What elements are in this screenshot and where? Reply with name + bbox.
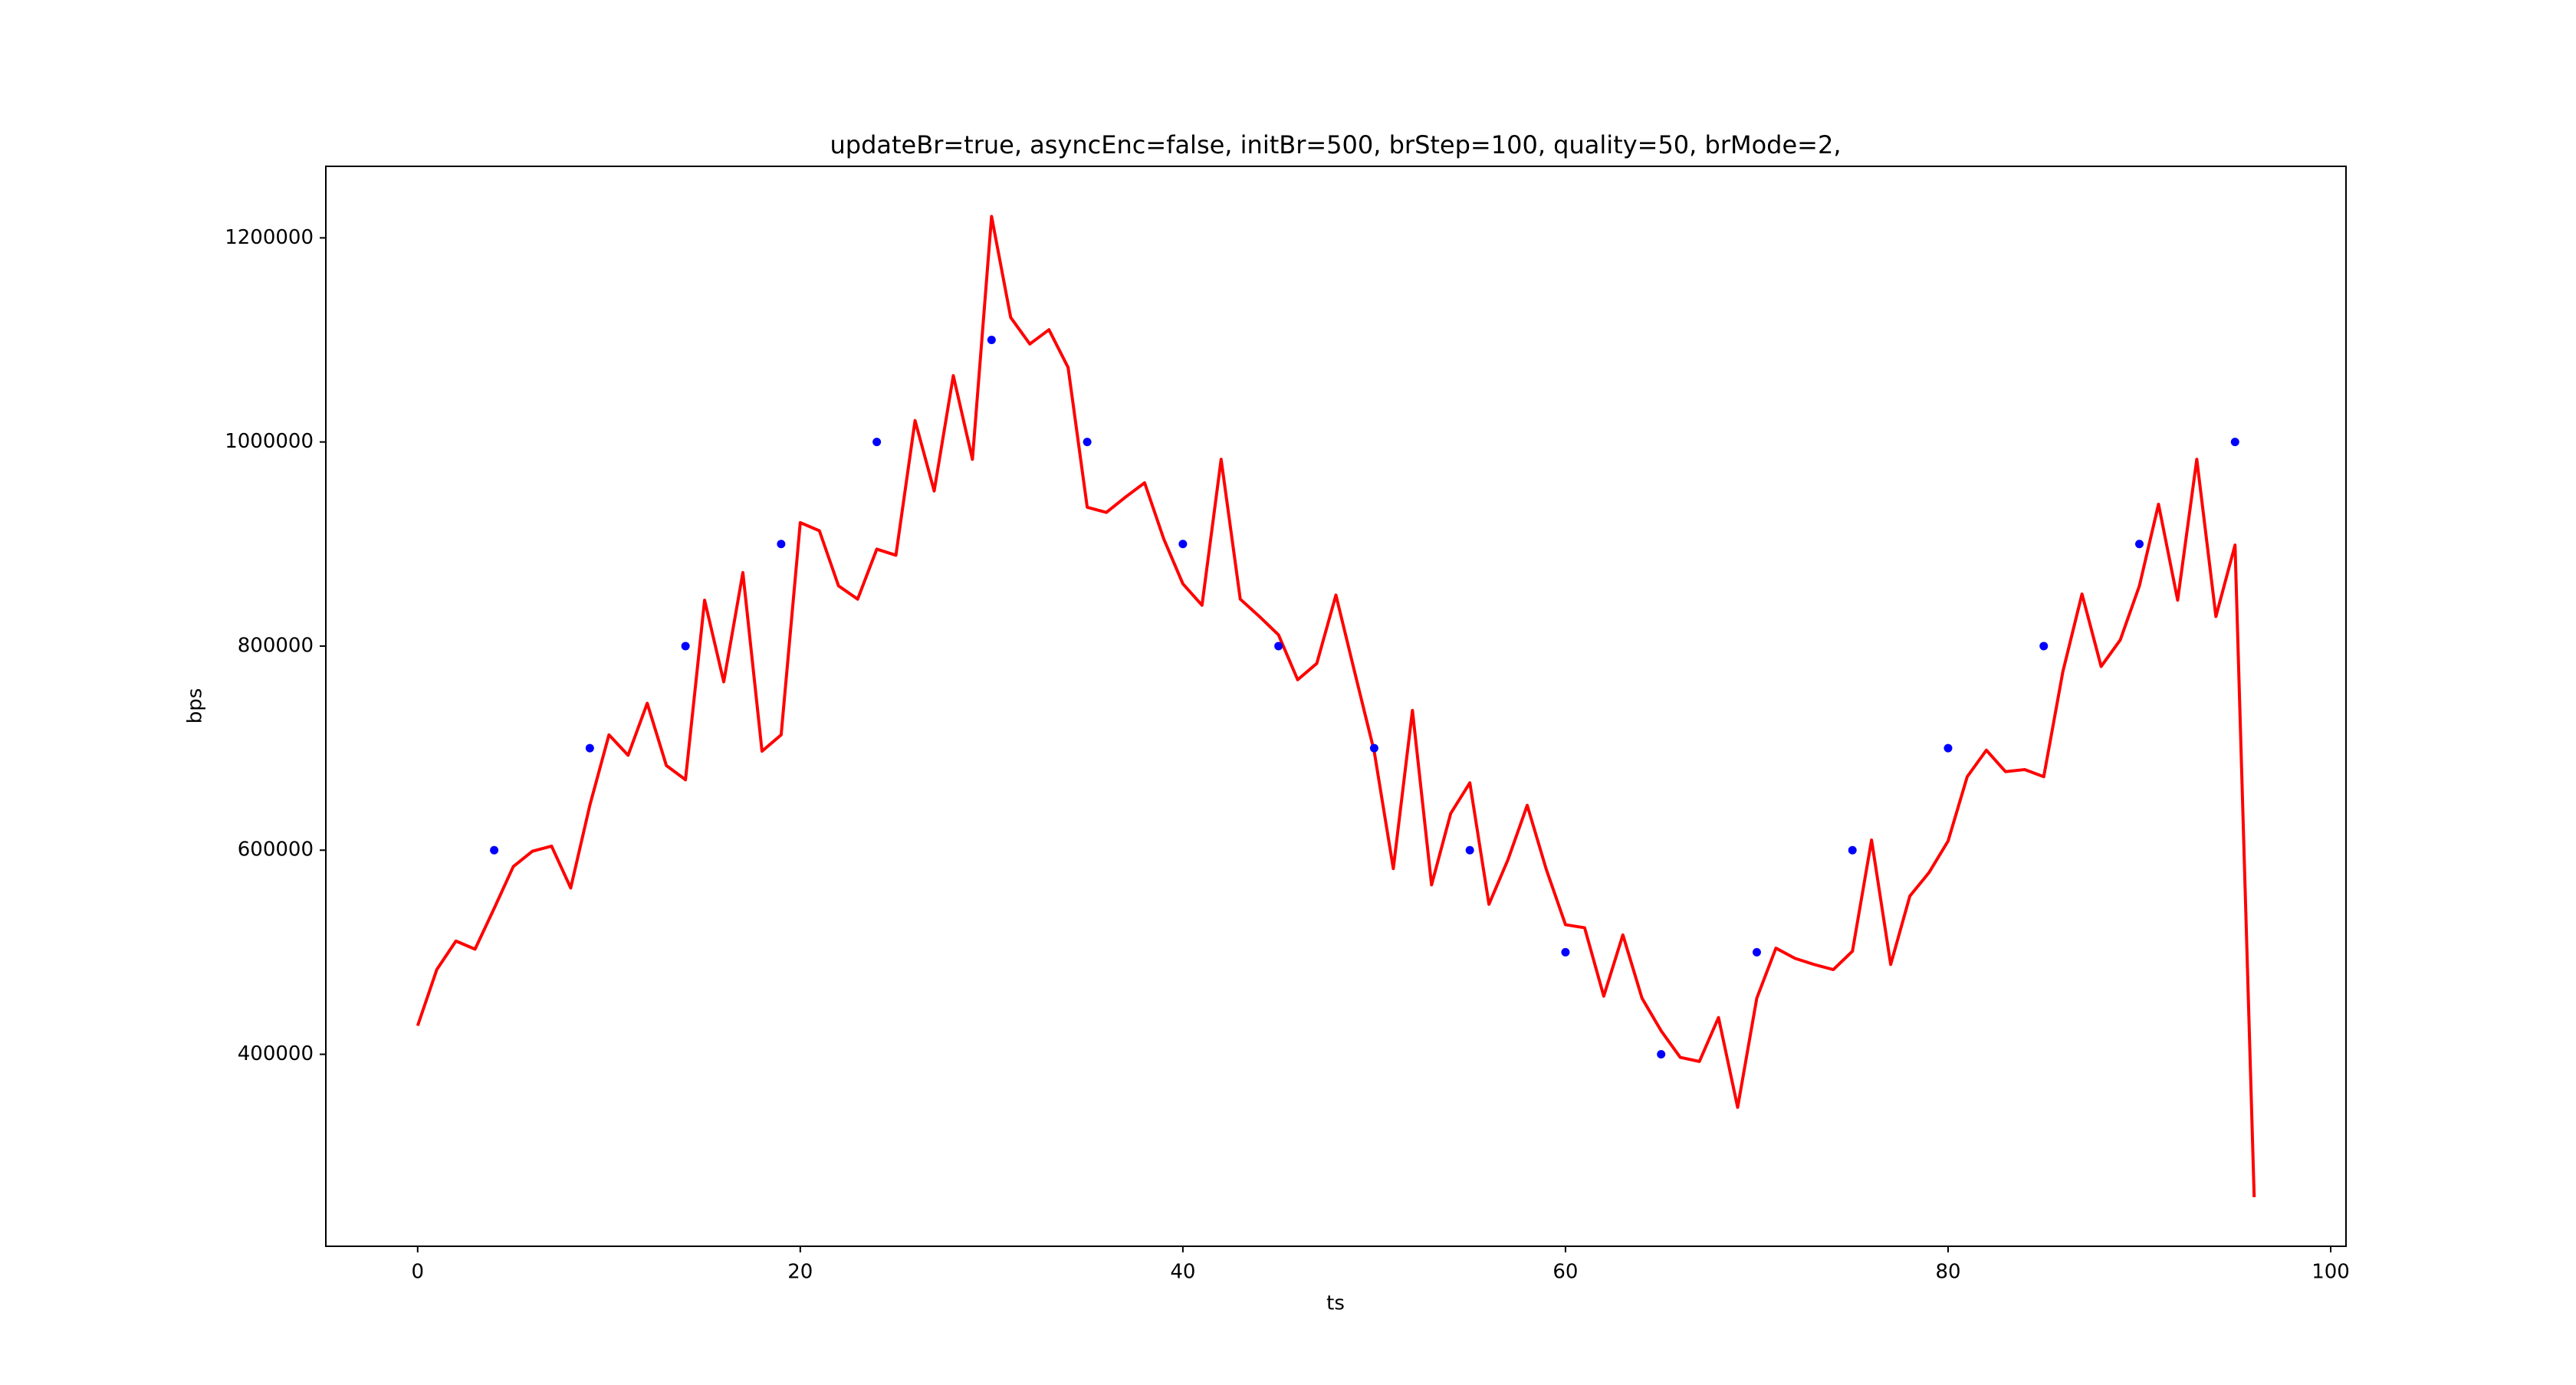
data-point bbox=[987, 335, 996, 344]
data-point bbox=[1369, 743, 1378, 753]
y-tick-label: 400000 bbox=[238, 1042, 314, 1065]
data-point bbox=[1274, 642, 1283, 651]
data-point bbox=[2135, 540, 2144, 549]
x-tick-label: 0 bbox=[411, 1261, 424, 1284]
data-point bbox=[1848, 845, 1857, 855]
x-tick-label: 100 bbox=[2312, 1261, 2350, 1284]
data-point bbox=[1752, 947, 1761, 957]
data-point bbox=[2230, 438, 2239, 447]
y-tick-label: 1200000 bbox=[225, 226, 314, 249]
y-tick-label: 1000000 bbox=[225, 430, 314, 453]
plot-frame bbox=[325, 166, 2347, 1247]
data-point bbox=[1178, 540, 1188, 549]
y-tick-label: 600000 bbox=[238, 839, 314, 862]
data-point bbox=[585, 743, 594, 753]
x-axis-label: ts bbox=[1326, 1292, 1345, 1315]
data-point bbox=[490, 845, 499, 855]
data-point bbox=[1657, 1050, 1666, 1059]
x-tick-label: 20 bbox=[787, 1261, 813, 1284]
data-point bbox=[872, 438, 882, 447]
data-point bbox=[1465, 845, 1474, 855]
data-line bbox=[416, 215, 2256, 1198]
data-point bbox=[681, 642, 690, 651]
data-point bbox=[1083, 438, 1092, 447]
data-point bbox=[777, 540, 786, 549]
data-point bbox=[1944, 743, 1953, 753]
x-tick-label: 40 bbox=[1170, 1261, 1195, 1284]
data-point bbox=[1561, 947, 1570, 957]
data-point bbox=[2039, 642, 2049, 651]
x-tick-label: 60 bbox=[1552, 1261, 1578, 1284]
y-axis-label: bps bbox=[184, 688, 207, 724]
chart-title: updateBr=true, asyncEnc=false, initBr=50… bbox=[830, 130, 1841, 159]
y-tick-label: 800000 bbox=[238, 634, 314, 657]
x-tick-label: 80 bbox=[1935, 1261, 1960, 1284]
